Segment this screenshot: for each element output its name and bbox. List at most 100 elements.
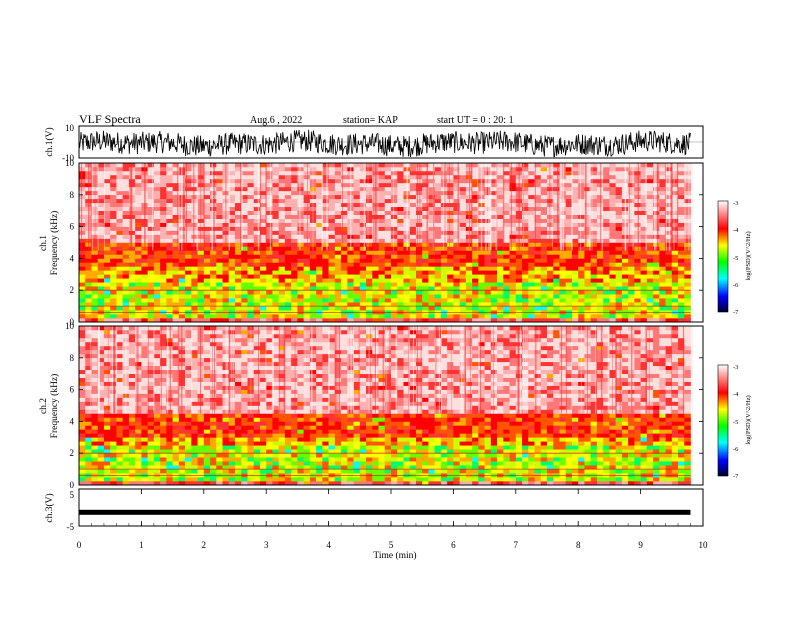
ch1-spectrogram-cell <box>166 258 173 262</box>
ch1-spectrogram-cell <box>410 167 417 171</box>
ch1-spectrogram-cell <box>410 239 417 243</box>
ch2-spectrogram-cell <box>141 394 148 398</box>
ch1-spectrogram-cell <box>347 294 354 298</box>
ch1-spectrogram-cell <box>279 167 286 171</box>
ch1-spectrogram-cell <box>634 207 641 211</box>
ch1-spectrogram-cell <box>141 254 148 258</box>
ch1-spectrogram-cell <box>154 191 161 195</box>
ch1-spectrogram-cell <box>98 207 105 211</box>
ch1-spectrogram-cell <box>179 270 186 274</box>
ch1-spectrogram-cell <box>572 167 579 171</box>
ch1-spectrogram-cell <box>254 231 261 235</box>
ch1-spectrogram-cell <box>659 298 666 302</box>
ch1-spectrogram-cell <box>379 239 386 243</box>
ch1-spectrogram-cell <box>541 235 548 239</box>
ch2-spectrogram-cell <box>129 378 136 382</box>
ch2-spectrogram-cell <box>210 358 217 362</box>
ch1-spectrogram-cell <box>310 258 317 262</box>
ch2-spectrogram-cell <box>204 477 211 481</box>
ch1-spectrogram-cell <box>310 306 317 310</box>
ch1-spectrogram-cell <box>166 187 173 191</box>
ch1-spectrogram-cell <box>535 250 542 254</box>
ch1-spectrogram-cell <box>110 231 117 235</box>
ch1-spectrogram-cell <box>366 314 373 318</box>
ch1-spectrogram-cell <box>154 278 161 282</box>
ch1-spectrogram-cell <box>135 183 142 187</box>
ch1-spectrogram-cell <box>223 254 230 258</box>
ch1-spectrogram-cell <box>235 266 242 270</box>
ch1-spectrogram-cell <box>634 171 641 175</box>
ch1-spectrogram-cell <box>603 262 610 266</box>
ch1-spectrogram-cell <box>485 306 492 310</box>
ch1-spectrogram-cell <box>647 179 654 183</box>
ch2-spectrogram-cell <box>104 417 111 421</box>
ch1-spectrogram-cell <box>379 191 386 195</box>
station-label: station= KAP <box>343 115 398 126</box>
ch1-spectrogram-cell <box>678 199 685 203</box>
ch1-spectrogram-cell <box>684 282 691 286</box>
ch1-spectrogram-cell <box>79 231 86 235</box>
ch1-spectrogram-cell <box>397 207 404 211</box>
ch1-spectrogram-cell <box>335 179 342 183</box>
ch1-spectrogram-cell <box>616 270 623 274</box>
ch1-spectrogram-cell <box>166 298 173 302</box>
ch2-spectrogram-cell <box>91 362 98 366</box>
ch1-spectrogram-cell <box>229 266 236 270</box>
ch1-spectrogram-cell <box>116 278 123 282</box>
ch1-spectrogram-cell <box>553 262 560 266</box>
ch1-spectrogram-cell <box>522 274 529 278</box>
ch1-spectrogram-cell <box>322 231 329 235</box>
ch1-spectrogram-cell <box>110 207 117 211</box>
ch2-spectrogram-cell <box>216 394 223 398</box>
ch1-spectrogram-cell <box>647 294 654 298</box>
ch1-spectrogram-cell <box>659 215 666 219</box>
ch1-spectrogram-cell <box>123 199 130 203</box>
ch2-spectrogram-cell <box>79 453 86 457</box>
ch2-spectrogram-cell <box>129 406 136 410</box>
ch1-spectrogram-cell <box>385 306 392 310</box>
ch1-spectrogram-cell <box>304 306 311 310</box>
ch1-spectrogram-cell <box>603 207 610 211</box>
ch1-spectrogram-cell <box>104 298 111 302</box>
ch1-spectrogram-cell <box>634 187 641 191</box>
ch1-spectrogram-cell <box>354 219 361 223</box>
ch1-spectrogram-cell <box>160 199 167 203</box>
ch1-spectrogram-cell <box>297 175 304 179</box>
ch2-spectrogram-cell <box>91 398 98 402</box>
ch1-spectrogram-cell <box>559 250 566 254</box>
ch1-spectrogram-cell <box>478 258 485 262</box>
ch1-spectrogram-cell <box>123 250 130 254</box>
ch1-spectrogram-cell <box>503 211 510 215</box>
ch2-spectrogram-cell <box>198 461 205 465</box>
ch2-spectrogram-cell <box>191 453 198 457</box>
ch2-spectrogram-cell <box>104 370 111 374</box>
ch1-spectrogram-cell <box>659 314 666 318</box>
ch1-spectrogram-cell <box>391 258 398 262</box>
ch1-spectrogram-cell <box>435 211 442 215</box>
ch1-spectrogram-cell <box>603 239 610 243</box>
ch2-spectrogram-cell <box>154 354 161 358</box>
ch1-spectrogram-cell <box>329 270 336 274</box>
ch1-spectrogram-cell <box>366 219 373 223</box>
ch1-spectrogram-cell <box>247 246 254 250</box>
ch1-spectrogram-cell <box>297 294 304 298</box>
ch1-spectrogram-cell <box>672 314 679 318</box>
ch1-spectrogram-cell <box>584 258 591 262</box>
ch1-spectrogram-cell <box>559 262 566 266</box>
ch1-spectrogram-cell <box>603 254 610 258</box>
ch1-spectrogram-cell <box>104 227 111 231</box>
ch1-spectrogram-cell <box>191 298 198 302</box>
ch2-spectrogram-cell <box>216 409 223 413</box>
ch1-spectrogram-cell <box>304 250 311 254</box>
ch1-spectrogram-cell <box>110 179 117 183</box>
ch1-spectrogram-cell <box>516 282 523 286</box>
ch1-spectrogram-cell <box>441 294 448 298</box>
ch1-spectrogram-cell <box>104 239 111 243</box>
ch1-spectrogram-cell <box>216 195 223 199</box>
ch1-spectrogram-cell <box>204 239 211 243</box>
ch1-spectrogram-cell <box>591 294 598 298</box>
ch1-spectrogram-cell <box>622 294 629 298</box>
ch1-spectrogram-cell <box>572 219 579 223</box>
ch1-spectrogram-cell <box>497 266 504 270</box>
ch1-spectrogram-cell <box>603 231 610 235</box>
